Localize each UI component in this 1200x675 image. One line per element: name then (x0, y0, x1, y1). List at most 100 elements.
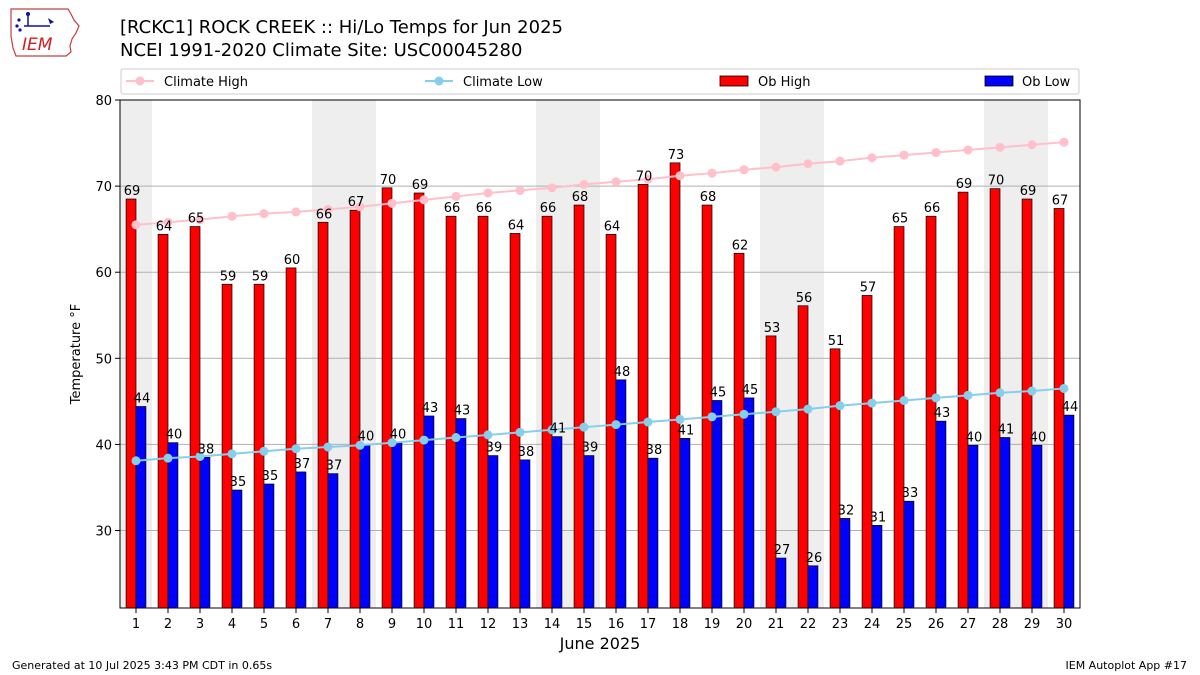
y-tick-label: 80 (95, 94, 112, 109)
ob-low-bar (711, 400, 723, 609)
climate-high-point (611, 177, 621, 187)
ob-high-bar-value-label: 64 (156, 219, 173, 234)
ob-low-bar (583, 455, 595, 609)
ob-low-bar-value-label: 38 (198, 442, 215, 457)
legend-item-ob-high: Ob High (719, 75, 811, 90)
ob-high-bar-value-label: 64 (604, 219, 621, 234)
app-credit: IEM Autoplot App #17 (1065, 659, 1188, 672)
ob-low-bar-value-label: 37 (326, 459, 343, 474)
x-tick-label: 25 (896, 617, 913, 632)
climate-low-point (707, 412, 717, 422)
ob-low-bar (775, 557, 787, 609)
climate-high-point (451, 191, 461, 201)
climate-high-point (227, 211, 237, 221)
ob-low-bar (967, 444, 979, 609)
x-tick-label: 19 (704, 617, 721, 632)
ob-low-bar-value-label: 38 (646, 443, 663, 458)
ob-high-bar (957, 191, 969, 609)
ob-low-bar-value-label: 40 (358, 429, 375, 444)
climate-high-point (867, 153, 877, 163)
climate-high-point (291, 207, 301, 217)
ob-high-bar-value-label: 66 (476, 201, 493, 216)
legend-item-climate-low: Climate Low (425, 75, 543, 90)
climate-high-point (643, 174, 653, 184)
ob-low-bar-value-label: 40 (966, 430, 983, 445)
ob-low-bar (679, 438, 691, 609)
climate-low-point (259, 446, 269, 456)
x-tick-label: 1 (132, 617, 140, 632)
climate-high-point (931, 148, 941, 158)
climate-high-point (899, 150, 909, 160)
ob-high-bar-value-label: 65 (892, 212, 909, 227)
climate-low-point (771, 407, 781, 417)
ob-low-bar (551, 436, 563, 609)
ob-high-bar-value-label: 67 (348, 195, 365, 210)
iem-logo: IEM (8, 6, 82, 58)
ob-high-bar-value-label: 66 (540, 201, 557, 216)
x-tick-label: 29 (1024, 617, 1041, 632)
ob-low-bar-value-label: 43 (422, 401, 439, 416)
legend-label: Climate High (164, 75, 248, 90)
ob-low-bar-value-label: 45 (710, 385, 727, 400)
climate-low-point (611, 420, 621, 430)
chart-title: [RCKC1] ROCK CREEK :: Hi/Lo Temps for Ju… (120, 17, 563, 38)
ob-high-bar-value-label: 69 (1020, 184, 1037, 199)
climate-high-point (707, 168, 717, 178)
climate-low-point (803, 404, 813, 414)
climate-low-point (1027, 386, 1037, 396)
ob-high-bar-value-label: 51 (828, 334, 845, 349)
ob-high-bar (189, 226, 201, 609)
ob-high-bar-value-label: 67 (1052, 193, 1069, 208)
ob-low-bar-value-label: 48 (614, 365, 631, 380)
ob-low-bar (327, 473, 339, 609)
ob-high-bar-value-label: 64 (508, 218, 525, 233)
climate-low-point (899, 395, 909, 405)
y-tick-label: 60 (95, 266, 112, 281)
ob-high-bar (701, 204, 713, 609)
ob-low-bar-value-label: 39 (486, 441, 503, 456)
climate-low-point (579, 422, 589, 432)
climate-low-point (675, 414, 685, 424)
climate-low-point (995, 388, 1005, 398)
ob-high-bar-value-label: 60 (284, 253, 301, 268)
x-tick-label: 28 (992, 617, 1009, 632)
legend-frame (120, 68, 1080, 95)
ob-low-bar-value-label: 26 (806, 551, 823, 566)
x-tick-label: 7 (324, 617, 332, 632)
ob-high-bar-value-label: 68 (700, 190, 717, 205)
climate-low-point (419, 435, 429, 445)
climate-high-point (835, 156, 845, 166)
x-tick-label: 13 (512, 617, 529, 632)
x-tick-label: 9 (388, 617, 396, 632)
ob-high-bar-value-label: 53 (764, 321, 781, 336)
ob-high-bar (669, 162, 681, 609)
ob-high-bar (829, 348, 841, 609)
ob-low-bar-value-label: 27 (774, 543, 791, 558)
ob-low-bar-value-label: 37 (294, 457, 311, 472)
ob-high-bar-value-label: 69 (412, 178, 429, 193)
x-tick-label: 4 (228, 617, 236, 632)
ob-low-bar (935, 420, 947, 609)
legend-swatch-icon (984, 75, 1014, 87)
ob-high-bar-value-label: 73 (668, 148, 685, 163)
legend-label: Ob Low (1022, 75, 1071, 90)
climate-low-point (835, 401, 845, 411)
ob-high-bar (765, 335, 777, 609)
legend-item-climate-high: Climate High (126, 75, 248, 90)
climate-high-line (135, 141, 1065, 226)
ob-low-bar (519, 459, 531, 609)
ob-high-bar (893, 226, 905, 609)
ob-low-bar-value-label: 33 (902, 486, 919, 501)
climate-high-point (195, 215, 205, 225)
climate-lines (131, 137, 1069, 466)
ob-high-bar-value-label: 66 (444, 201, 461, 216)
climate-low-point (515, 427, 525, 437)
climate-low-line (135, 387, 1065, 462)
legend-label: Climate Low (463, 75, 543, 90)
ob-low-bar-value-label: 41 (998, 423, 1015, 438)
climate-low-point (131, 456, 141, 466)
ob-high-bar (317, 221, 329, 609)
climate-high-point (131, 220, 141, 230)
ob-low-bar (903, 500, 915, 609)
x-tick-label: 26 (928, 617, 945, 632)
